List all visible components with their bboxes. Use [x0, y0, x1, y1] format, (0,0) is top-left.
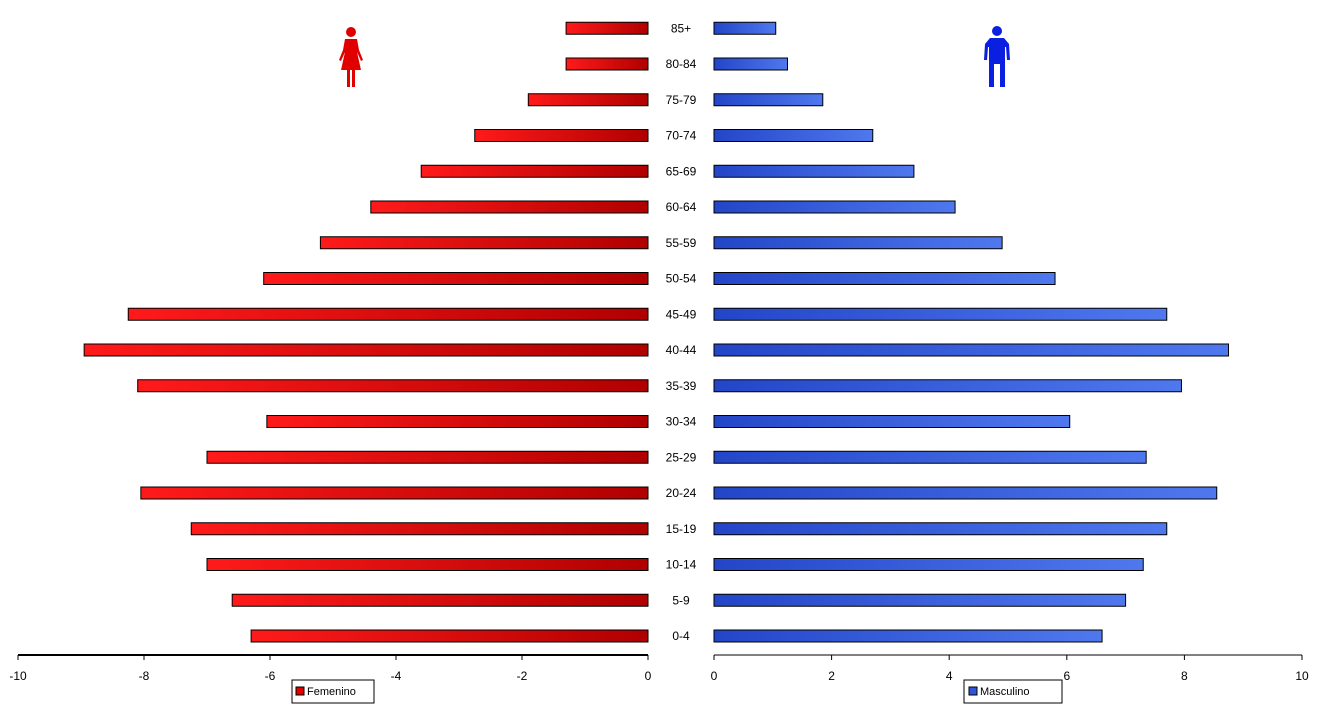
male-bars [713, 21, 1229, 643]
age-group-label: 5-9 [672, 593, 690, 607]
bar-masculino-80-84 [713, 57, 788, 71]
bar-masculino-70-74 [713, 129, 874, 142]
age-group-label: 20-24 [666, 486, 697, 500]
left-tick-label: -8 [139, 669, 150, 683]
bar-masculino-65-69 [713, 164, 915, 178]
bar-masculino-45-49 [713, 307, 1168, 321]
bar-femenino-80-84 [565, 57, 649, 71]
age-group-label: 0-4 [672, 629, 690, 643]
left-axis-ticks: -10 -8 -6 -4 -2 0 [9, 655, 652, 683]
legend-femenino: Femenino [291, 679, 375, 704]
legend-femenino-swatch [295, 686, 305, 696]
bar-masculino-5-9 [713, 593, 1127, 607]
age-group-labels: 0-4 5-9 10-14 15-19 20-24 25-29 30-34 35-39 40-4… [666, 21, 697, 643]
bar-femenino-0-4 [250, 629, 649, 643]
bar-femenino-55-59 [319, 236, 649, 250]
bar-femenino-40-44 [83, 343, 649, 357]
bar-femenino-35-39 [137, 379, 649, 393]
bar-femenino-60-64 [370, 200, 649, 214]
age-group-label: 35-39 [666, 379, 697, 393]
bar-masculino-0-4 [713, 629, 1103, 643]
bar-masculino-60-64 [713, 200, 956, 214]
age-group-label: 80-84 [666, 57, 697, 71]
bar-masculino-55-59 [713, 236, 1003, 250]
age-group-label: 70-74 [666, 129, 697, 143]
left-tick-label: -6 [265, 669, 276, 683]
age-group-label: 50-54 [666, 272, 697, 286]
legend-masculino-swatch [968, 686, 978, 696]
bar-femenino-5-9 [231, 593, 649, 607]
bar-masculino-20-24 [713, 486, 1218, 500]
right-tick-label: 0 [711, 669, 718, 683]
age-group-label: 15-19 [666, 522, 697, 536]
bar-femenino-50-54 [263, 272, 649, 285]
age-group-label: 45-49 [666, 307, 697, 321]
bar-masculino-85+ [713, 21, 777, 35]
right-tick-label: 6 [1063, 669, 1070, 683]
bar-masculino-10-14 [713, 558, 1144, 571]
age-group-label: 25-29 [666, 450, 697, 464]
age-group-label: 40-44 [666, 343, 697, 357]
bar-masculino-50-54 [713, 272, 1056, 285]
right-tick-label: 10 [1295, 669, 1309, 683]
age-group-label: 30-34 [666, 415, 697, 429]
bar-femenino-20-24 [140, 486, 649, 500]
age-group-label: 75-79 [666, 93, 697, 107]
right-tick-label: 4 [946, 669, 953, 683]
bar-masculino-40-44 [713, 343, 1229, 357]
legend-femenino-label: Femenino [307, 686, 356, 698]
bar-femenino-30-34 [266, 415, 649, 428]
age-group-label: 65-69 [666, 164, 697, 178]
bar-femenino-15-19 [190, 522, 649, 536]
bar-femenino-70-74 [474, 129, 649, 142]
legend-masculino-label: Masculino [980, 686, 1030, 698]
age-group-label: 60-64 [666, 200, 697, 214]
right-axis-ticks: 0 2 4 6 8 10 [711, 655, 1309, 683]
bar-femenino-85+ [565, 21, 649, 35]
left-tick-label: -2 [517, 669, 528, 683]
bar-masculino-30-34 [713, 415, 1071, 428]
left-tick-label: -4 [391, 669, 402, 683]
bar-masculino-35-39 [713, 379, 1182, 393]
male-figure-icon [984, 26, 1010, 87]
female-bars [83, 21, 649, 643]
bar-masculino-15-19 [713, 522, 1168, 536]
female-figure-icon [339, 27, 363, 87]
age-group-label: 10-14 [666, 558, 697, 572]
bar-masculino-25-29 [713, 450, 1147, 464]
legend-masculino: Masculino [963, 679, 1063, 704]
bar-femenino-45-49 [127, 307, 649, 321]
bar-masculino-75-79 [713, 93, 824, 107]
right-tick-label: 2 [828, 669, 835, 683]
bar-femenino-10-14 [206, 558, 649, 571]
left-tick-label: 0 [645, 669, 652, 683]
bar-femenino-25-29 [206, 450, 649, 464]
age-group-label: 85+ [671, 21, 691, 35]
bar-femenino-75-79 [527, 93, 649, 107]
right-tick-label: 8 [1181, 669, 1188, 683]
age-group-label: 55-59 [666, 236, 697, 250]
left-tick-label: -10 [9, 669, 27, 683]
bar-femenino-65-69 [420, 164, 649, 178]
